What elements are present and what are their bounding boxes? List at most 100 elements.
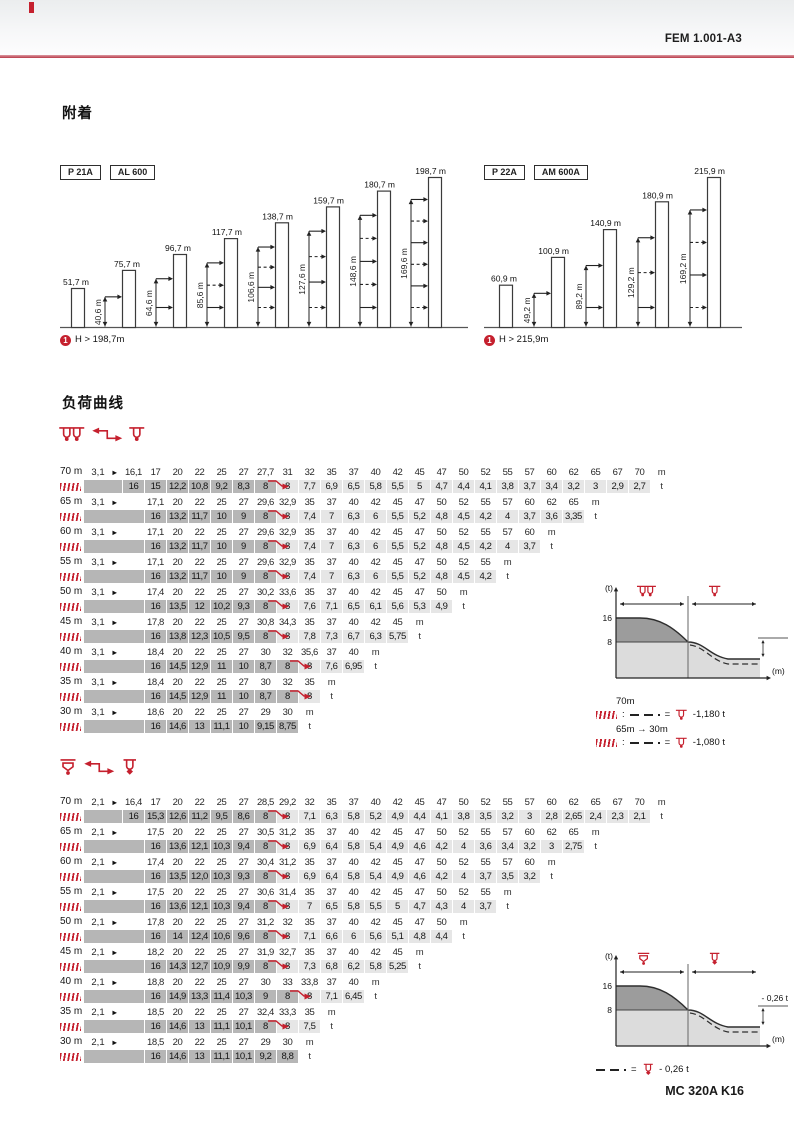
- load-value: 6,9: [299, 840, 320, 853]
- load-bar: [84, 810, 122, 823]
- radius-value: 35: [304, 496, 315, 508]
- load-bar: [84, 990, 144, 1003]
- load-value: 10: [233, 690, 254, 703]
- radius-value: 30: [282, 1036, 293, 1048]
- radius-value: 62: [568, 466, 579, 478]
- radius-row: 50 m 2,1 ► 17,8 20 22 25 27 31,2 32 35 37 40 42 45 47 50…: [60, 915, 780, 929]
- load-value: 6,4: [321, 840, 342, 853]
- radius-value: 32,9: [279, 556, 296, 568]
- radius-value: 37: [326, 946, 337, 958]
- load-value: 2,9: [607, 480, 628, 493]
- radius-value: 25: [216, 586, 227, 598]
- radius-value: 22: [194, 916, 205, 928]
- radius-value: 27: [238, 1036, 249, 1048]
- radius-unit: m: [503, 886, 512, 898]
- range-arrow-icon: ►: [111, 977, 119, 987]
- load-value: 4,6: [409, 870, 430, 883]
- load-unit: t: [462, 931, 465, 942]
- radius-value: 52: [458, 886, 469, 898]
- load-value: 3,2: [519, 840, 540, 853]
- load-value: 16: [145, 930, 166, 943]
- load-value: 13,6: [167, 900, 188, 913]
- radius-value: 50: [436, 886, 447, 898]
- radius-value: 70: [634, 796, 645, 808]
- load-value: 5,5: [387, 480, 408, 493]
- load-value: 13,2: [167, 510, 188, 523]
- tie-height-label: 148,6 m: [348, 256, 358, 287]
- load-unit: t: [550, 541, 553, 552]
- load-value: 15: [145, 480, 166, 493]
- radius-value: 50: [436, 916, 447, 928]
- load-value: 4,4: [431, 930, 452, 943]
- radius-value: 45: [392, 616, 403, 628]
- load-value: 3,2: [563, 480, 584, 493]
- load-value: 3,2: [519, 870, 540, 883]
- radius-value: 25: [216, 796, 227, 808]
- radius-value: 27: [238, 556, 249, 568]
- radius-row: 40 m 3,1 ► 18,4 20 22 25 27 30 32 35,6 37 40 m: [60, 645, 780, 659]
- radius-value: 62: [546, 496, 557, 508]
- load-value: 8: [255, 930, 276, 943]
- radius-value: 29,6: [257, 496, 274, 508]
- load-value: 9: [233, 570, 254, 583]
- load-bar: [84, 870, 144, 883]
- load-value: 16: [145, 510, 166, 523]
- load-value: 12,1: [189, 840, 210, 853]
- equals: =: [664, 709, 671, 720]
- diagram-zone-icon-left: [636, 584, 657, 602]
- radius-value: 40: [348, 556, 359, 568]
- bar-height-label: 117,7 m: [212, 227, 242, 237]
- load-row: 1613,512,010,39,3886,96,45,85,44,94,64,2…: [60, 870, 780, 884]
- hoist-2-fall-icon: [676, 709, 687, 720]
- curve-transition-arrow-icon: [268, 480, 289, 490]
- load-value: 2,4: [585, 810, 606, 823]
- radius-value: 27: [238, 676, 249, 688]
- radius-value: 16,1: [125, 466, 142, 478]
- load-value: 10,1: [233, 1020, 254, 1033]
- load-value: 7,1: [321, 600, 342, 613]
- load-value: 7,5: [299, 1020, 320, 1033]
- load-value: 10,3: [211, 870, 232, 883]
- radius-value: 29,6: [257, 556, 274, 568]
- curve-transition-arrow-icon: [268, 540, 289, 550]
- radius-value: 55: [502, 796, 513, 808]
- radius-value: 50: [458, 466, 469, 478]
- radius-row: 65 m 3,1 ► 17,1 20 22 25 27 29,6 32,9 35 37 40 42 45 47…: [60, 495, 780, 509]
- bar-height-label: 60,9 m: [491, 274, 517, 284]
- load-value: 10,3: [211, 840, 232, 853]
- load-value: 12,2: [167, 480, 188, 493]
- radius-row: 30 m 3,1 ► 18,6 20 22 25 27 29 30 m: [60, 705, 780, 719]
- radius-value: 17,5: [147, 886, 164, 898]
- y-tick: 8: [607, 1005, 612, 1015]
- min-radius: 2,1: [91, 856, 105, 868]
- load-row: 1613,612,110,39,4886,96,45,85,44,94,64,2…: [60, 840, 780, 854]
- radius-unit: m: [415, 946, 424, 958]
- radius-value: 25: [216, 1006, 227, 1018]
- radius-value: 45: [392, 886, 403, 898]
- radius-value: 27: [238, 976, 249, 988]
- load-value: 5,2: [409, 510, 430, 523]
- load-value: 8: [255, 870, 276, 883]
- radius-unit: m: [657, 466, 666, 478]
- bar-height-label: 198,7 m: [415, 166, 446, 176]
- radius-value: 37: [326, 556, 337, 568]
- load-value: 13: [189, 1020, 210, 1033]
- radius-value: 33,6: [279, 586, 296, 598]
- load-value: 4: [497, 540, 518, 553]
- radius-value: 45: [392, 556, 403, 568]
- radius-value: 42: [370, 616, 381, 628]
- load-value: 10: [233, 660, 254, 673]
- load-value: 8,75: [277, 720, 298, 733]
- legend-equation: : = -1,080 t: [596, 736, 794, 749]
- hook-heavy-icon: [709, 952, 720, 965]
- radius-value: 25: [216, 706, 227, 718]
- load-value: 12,7: [189, 960, 210, 973]
- diagram-zone-icon-right: [708, 952, 721, 970]
- load-value: 11,1: [211, 1050, 232, 1063]
- radius-value: 18,8: [147, 976, 164, 988]
- radius-value: 22: [194, 976, 205, 988]
- radius-value: 47: [414, 556, 425, 568]
- load-value: 14,5: [167, 690, 188, 703]
- hoist-config-icons-a: [58, 424, 146, 444]
